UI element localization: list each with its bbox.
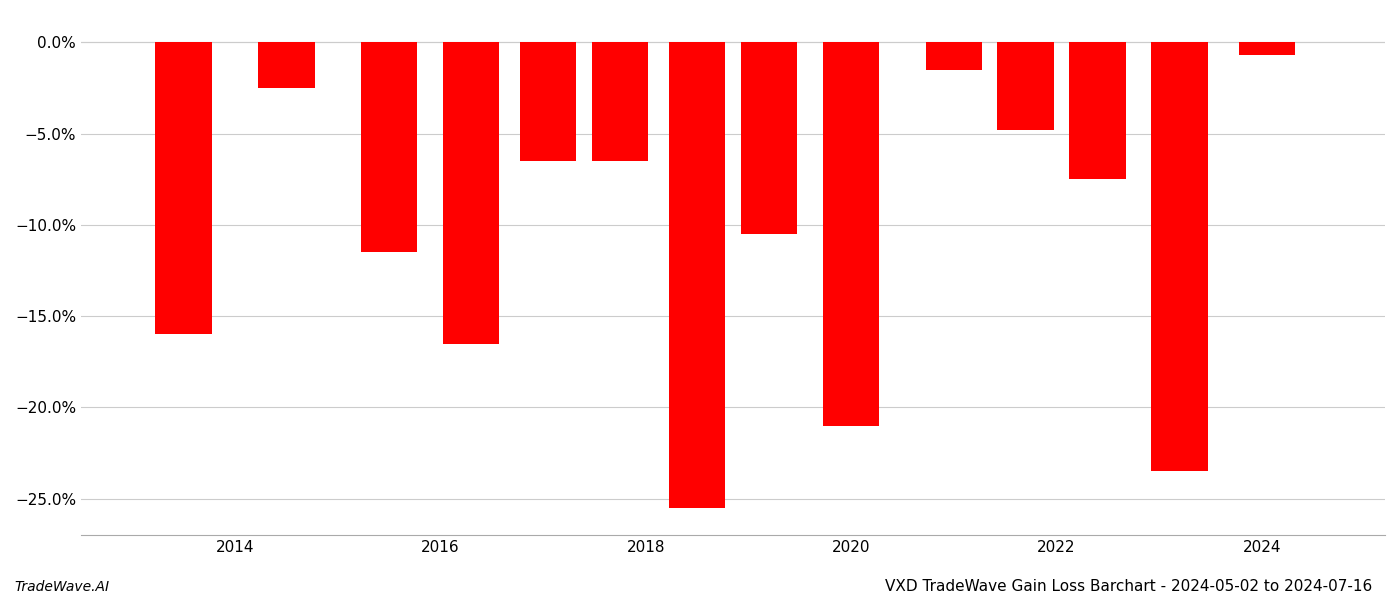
Bar (361, 43, 417, 252)
Bar (519, 43, 577, 161)
Bar (925, 43, 981, 70)
Bar (258, 43, 315, 88)
Bar (1239, 43, 1295, 55)
Bar (823, 43, 879, 425)
Bar (997, 43, 1054, 130)
Text: TradeWave.AI: TradeWave.AI (14, 580, 109, 594)
Bar (442, 43, 500, 344)
Bar (155, 43, 211, 334)
Bar (592, 43, 648, 161)
Text: VXD TradeWave Gain Loss Barchart - 2024-05-02 to 2024-07-16: VXD TradeWave Gain Loss Barchart - 2024-… (885, 579, 1372, 594)
Bar (669, 43, 725, 508)
Bar (1151, 43, 1208, 471)
Bar (741, 43, 797, 234)
Bar (1070, 43, 1126, 179)
